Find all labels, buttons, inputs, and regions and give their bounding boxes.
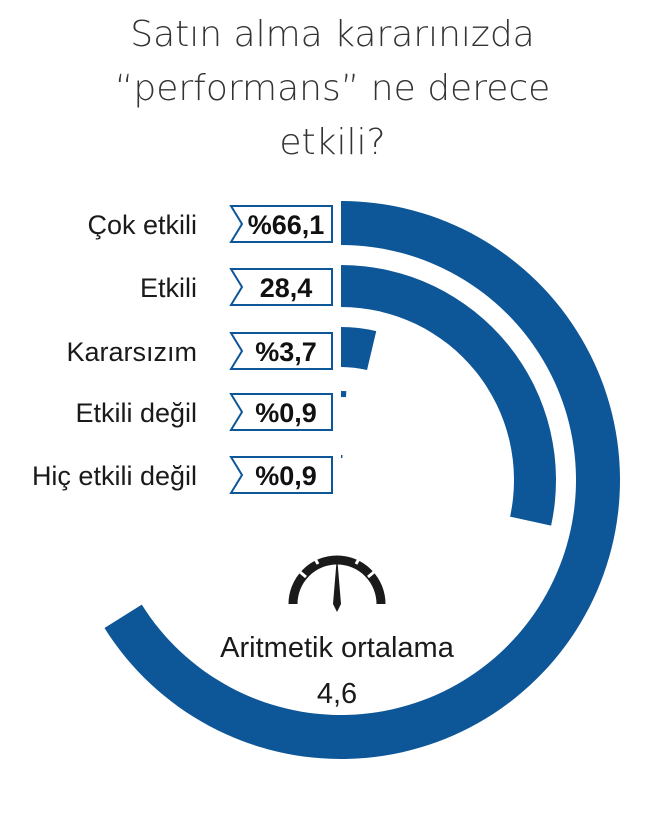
category-label: Etkili xyxy=(140,273,197,303)
value-box xyxy=(229,393,333,431)
arc-etkili xyxy=(341,265,557,526)
category-label: Kararsızım xyxy=(66,337,197,367)
row-hic-etkili-degil: Hiç etkili değil %0,9 xyxy=(32,456,333,494)
title-line-1: Satın alma kararınızda xyxy=(130,14,535,55)
value-box xyxy=(229,205,333,243)
data-label: %0,9 xyxy=(255,461,317,491)
arc-kararsizim xyxy=(341,327,377,371)
speedometer-icon xyxy=(288,555,386,612)
arc-hic-etkili-degil xyxy=(341,455,343,459)
row-etkili-degil: Etkili değil %0,9 xyxy=(75,393,333,431)
category-label: Çok etkili xyxy=(87,210,197,240)
value-box xyxy=(229,456,333,494)
category-label: Etkili değil xyxy=(75,398,197,428)
chart-title: Satın alma kararınızda “performans” ne d… xyxy=(0,8,665,170)
mean-label: Aritmetik ortalama xyxy=(220,632,455,664)
category-label: Hiç etkili değil xyxy=(32,461,197,491)
title-line-3: etkili? xyxy=(279,122,386,163)
title-line-2: “performans” ne derece xyxy=(114,68,551,109)
mean-value: 4,6 xyxy=(317,678,357,710)
row-cok-etkili: Çok etkili %66,1 xyxy=(87,205,333,243)
data-label: %0,9 xyxy=(255,398,317,428)
arc-layer xyxy=(104,201,621,760)
row-etkili: Etkili 28,4 xyxy=(140,268,333,306)
value-box xyxy=(229,268,333,306)
label-layer: Çok etkili %66,1 Etkili 28,4 Kararsızım %3,7 E… xyxy=(32,205,333,494)
arc-etkili-degil xyxy=(341,391,347,398)
row-kararsizim: Kararsızım %3,7 xyxy=(66,332,333,370)
value-box xyxy=(229,332,333,370)
data-label: %66,1 xyxy=(248,210,325,240)
data-label: %3,7 xyxy=(255,337,317,367)
data-label: 28,4 xyxy=(260,273,313,303)
